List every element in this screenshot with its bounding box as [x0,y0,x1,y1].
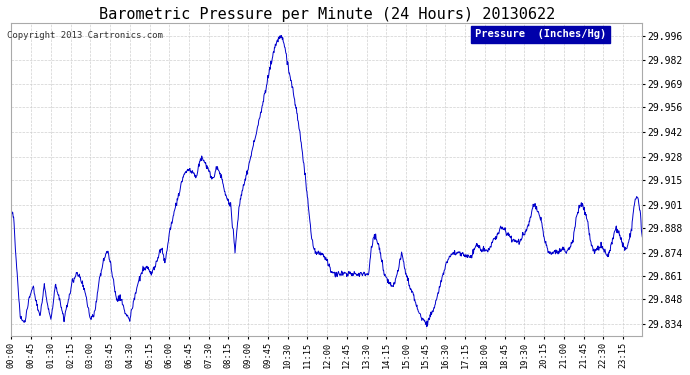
Text: Copyright 2013 Cartronics.com: Copyright 2013 Cartronics.com [7,30,163,39]
Title: Barometric Pressure per Minute (24 Hours) 20130622: Barometric Pressure per Minute (24 Hours… [99,7,555,22]
Text: Pressure  (Inches/Hg): Pressure (Inches/Hg) [475,29,607,39]
